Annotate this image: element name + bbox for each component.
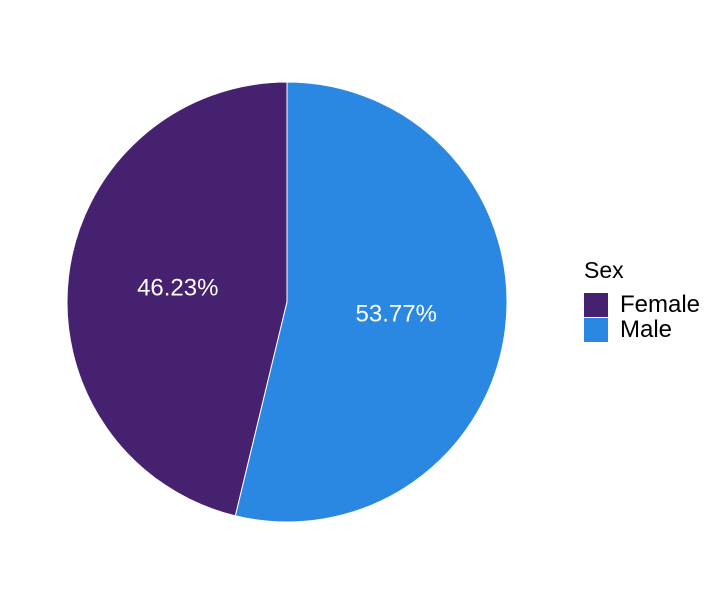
- legend-item-female: Female: [584, 292, 700, 317]
- legend-item-male: Male: [584, 317, 700, 342]
- slice-label-male: 53.77%: [356, 300, 437, 327]
- legend-label-male: Male: [620, 316, 673, 343]
- legend-swatch-female: [584, 292, 608, 317]
- pie-slice-male: [234, 81, 508, 523]
- pie-slices: [66, 81, 508, 523]
- pie-slice-female: [66, 81, 288, 517]
- pie-slice-labels: 46.23% 53.77%: [137, 274, 437, 327]
- slice-label-female: 46.23%: [137, 274, 218, 301]
- legend: Sex Female Male: [584, 256, 700, 342]
- legend-swatch-male: [584, 317, 608, 342]
- legend-items: Female Male: [584, 292, 700, 342]
- legend-label-female: Female: [620, 291, 701, 318]
- legend-title: Sex: [584, 257, 624, 283]
